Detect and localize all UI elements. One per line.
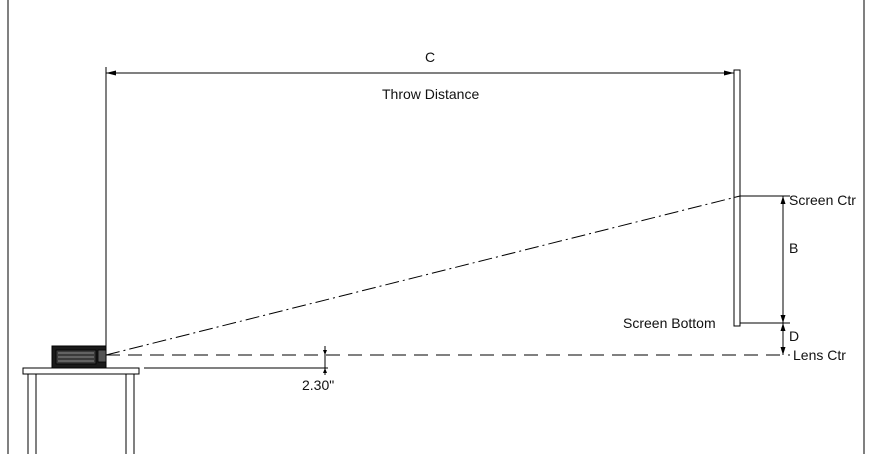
b-arrow-top: [780, 196, 786, 204]
c-label: C: [425, 49, 435, 65]
offset-arrow-bottom: [323, 368, 327, 373]
d-arrow-top: [780, 323, 786, 331]
b-arrow-bottom: [780, 315, 786, 323]
screen-bottom-label: Screen Bottom: [623, 315, 716, 331]
projection-centerline: [105, 195, 741, 356]
projection-screen: [733, 69, 741, 327]
table-top: [22, 367, 140, 375]
table: [22, 367, 140, 454]
offset-arrow-top: [323, 350, 327, 355]
projector: [51, 345, 107, 369]
offset-label: 2.30": [302, 377, 334, 393]
projector-lens: [97, 349, 107, 363]
d-arrow-bottom: [780, 347, 786, 355]
b-label: B: [789, 240, 798, 256]
screen-ctr-label: Screen Ctr: [789, 192, 856, 208]
lens-ctr-label: Lens Ctr: [793, 347, 846, 363]
throw-distance-label: Throw Distance: [382, 86, 479, 102]
d-label: D: [789, 328, 799, 344]
throw-arrow-left: [106, 70, 116, 76]
throw-arrow-right: [724, 70, 734, 76]
